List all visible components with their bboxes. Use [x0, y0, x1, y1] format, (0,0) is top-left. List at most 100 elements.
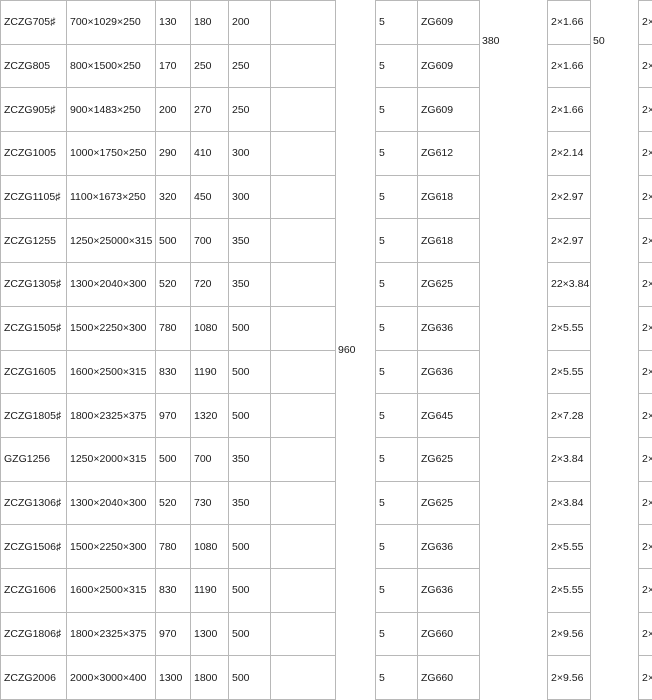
table-row: ZCZG1005 1000×1750×250 290 410 300 5 ZG612 2×2.…	[0, 131, 652, 176]
cell-e: 5	[375, 218, 418, 264]
cell-dims: 1500×2250×300	[66, 524, 156, 569]
cell-c: 300	[228, 131, 271, 176]
cell-model: ZCZG705♯	[0, 0, 67, 45]
cell-model: ZCZG905♯	[0, 87, 67, 133]
cell-a: 500	[155, 218, 191, 264]
cell-d	[270, 393, 336, 438]
cell-c: 500	[228, 567, 271, 613]
cell-vibrator: ZG625	[417, 262, 480, 307]
cell-e: 5	[375, 349, 418, 395]
cell-a: 520	[155, 262, 191, 307]
cell-c: 250	[228, 43, 271, 89]
cell-d	[270, 262, 336, 307]
cell-power: 2×3.84	[547, 480, 591, 526]
cell-d	[270, 655, 336, 700]
cell-b: 700	[190, 436, 229, 482]
cell-vibrator: ZG625	[417, 436, 480, 482]
cell-vibrator: ZG612	[417, 131, 480, 176]
table-row: ZCZG1506♯ 1500×2250×300 780 1080 500 5 ZG636 2×…	[0, 524, 652, 569]
cell-e: 5	[375, 131, 418, 176]
cell-c: 500	[228, 611, 271, 657]
cell-e: 5	[375, 43, 418, 89]
cell-amp: 2×0.55	[638, 43, 652, 89]
cell-vibrator: ZG660	[417, 611, 480, 657]
cell-e: 5	[375, 480, 418, 526]
cell-amp: 2×3.0	[638, 393, 652, 438]
cell-b: 1800	[190, 655, 229, 700]
cell-a: 1300	[155, 655, 191, 700]
cell-dims: 2000×3000×400	[66, 655, 156, 700]
table-row: ZCZG905♯ 900×1483×250 200 270 250 5 ZG609 2×1.6…	[0, 87, 652, 133]
cell-power: 2×2.14	[547, 131, 591, 176]
cell-d	[270, 611, 336, 657]
cell-power: 2×7.28	[547, 393, 591, 438]
cell-e: 5	[375, 0, 418, 45]
merged-cell-span380: 380	[479, 0, 548, 700]
cell-a: 320	[155, 174, 191, 220]
cell-power: 2×5.55	[547, 305, 591, 351]
cell-model: ZCZG805	[0, 43, 67, 89]
cell-c: 250	[228, 87, 271, 133]
cell-c: 500	[228, 393, 271, 438]
cell-model: ZCZG1506♯	[0, 524, 67, 569]
cell-vibrator: ZG625	[417, 480, 480, 526]
cell-power: 2×5.55	[547, 524, 591, 569]
cell-dims: 700×1029×250	[66, 0, 156, 45]
cell-vibrator: ZG609	[417, 43, 480, 89]
cell-b: 1190	[190, 349, 229, 395]
cell-power: 2×9.56	[547, 655, 591, 700]
cell-d	[270, 43, 336, 89]
cell-d	[270, 87, 336, 133]
cell-e: 5	[375, 262, 418, 307]
cell-model: ZCZG1606	[0, 567, 67, 613]
cell-power: 2×2.97	[547, 174, 591, 220]
cell-dims: 1250×25000×315	[66, 218, 156, 264]
cell-power: 2×1.66	[547, 43, 591, 89]
merged-cell-span960: 960	[335, 0, 376, 700]
cell-d	[270, 0, 336, 45]
cell-e: 5	[375, 524, 418, 569]
cell-c: 350	[228, 480, 271, 526]
cell-c: 200	[228, 0, 271, 45]
cell-a: 200	[155, 87, 191, 133]
cell-d	[270, 480, 336, 526]
cell-power: 2×1.66	[547, 87, 591, 133]
cell-dims: 1600×2500×315	[66, 567, 156, 613]
cell-model: ZCZG1305♯	[0, 262, 67, 307]
cell-e: 5	[375, 436, 418, 482]
cell-dims: 800×1500×250	[66, 43, 156, 89]
cell-d	[270, 436, 336, 482]
cell-c: 500	[228, 305, 271, 351]
cell-dims: 1800×2325×375	[66, 393, 156, 438]
cell-amp: 2×4.0	[638, 655, 652, 700]
cell-c: 350	[228, 436, 271, 482]
cell-dims: 1000×1750×250	[66, 131, 156, 176]
cell-a: 830	[155, 349, 191, 395]
cell-a: 130	[155, 0, 191, 45]
cell-amp: 2×1.5	[638, 436, 652, 482]
cell-amp: 2×0.55	[638, 0, 652, 45]
cell-amp: 2×1.1	[638, 174, 652, 220]
cell-amp: 2×2.2	[638, 305, 652, 351]
cell-amp: 2×2.2	[638, 567, 652, 613]
table-row: ZCZG1805♯ 1800×2325×375 970 1320 500 5 ZG645 2×…	[0, 393, 652, 438]
table-row: ZCZG805 800×1500×250 170 250 250 5 ZG609 2×1.66…	[0, 43, 652, 89]
cell-b: 450	[190, 174, 229, 220]
cell-e: 5	[375, 611, 418, 657]
cell-power: 2×1.66	[547, 0, 591, 45]
cell-e: 5	[375, 305, 418, 351]
cell-amp: 2×1.1	[638, 218, 652, 264]
cell-d	[270, 524, 336, 569]
cell-dims: 1600×2500×315	[66, 349, 156, 395]
cell-model: ZCZG1255	[0, 218, 67, 264]
cell-b: 720	[190, 262, 229, 307]
cell-b: 1080	[190, 305, 229, 351]
cell-b: 250	[190, 43, 229, 89]
cell-a: 170	[155, 43, 191, 89]
cell-b: 1320	[190, 393, 229, 438]
cell-dims: 1250×2000×315	[66, 436, 156, 482]
table-row: ZCZG1306♯ 1300×2040×300 520 730 350 5 ZG625 2×3…	[0, 480, 652, 526]
